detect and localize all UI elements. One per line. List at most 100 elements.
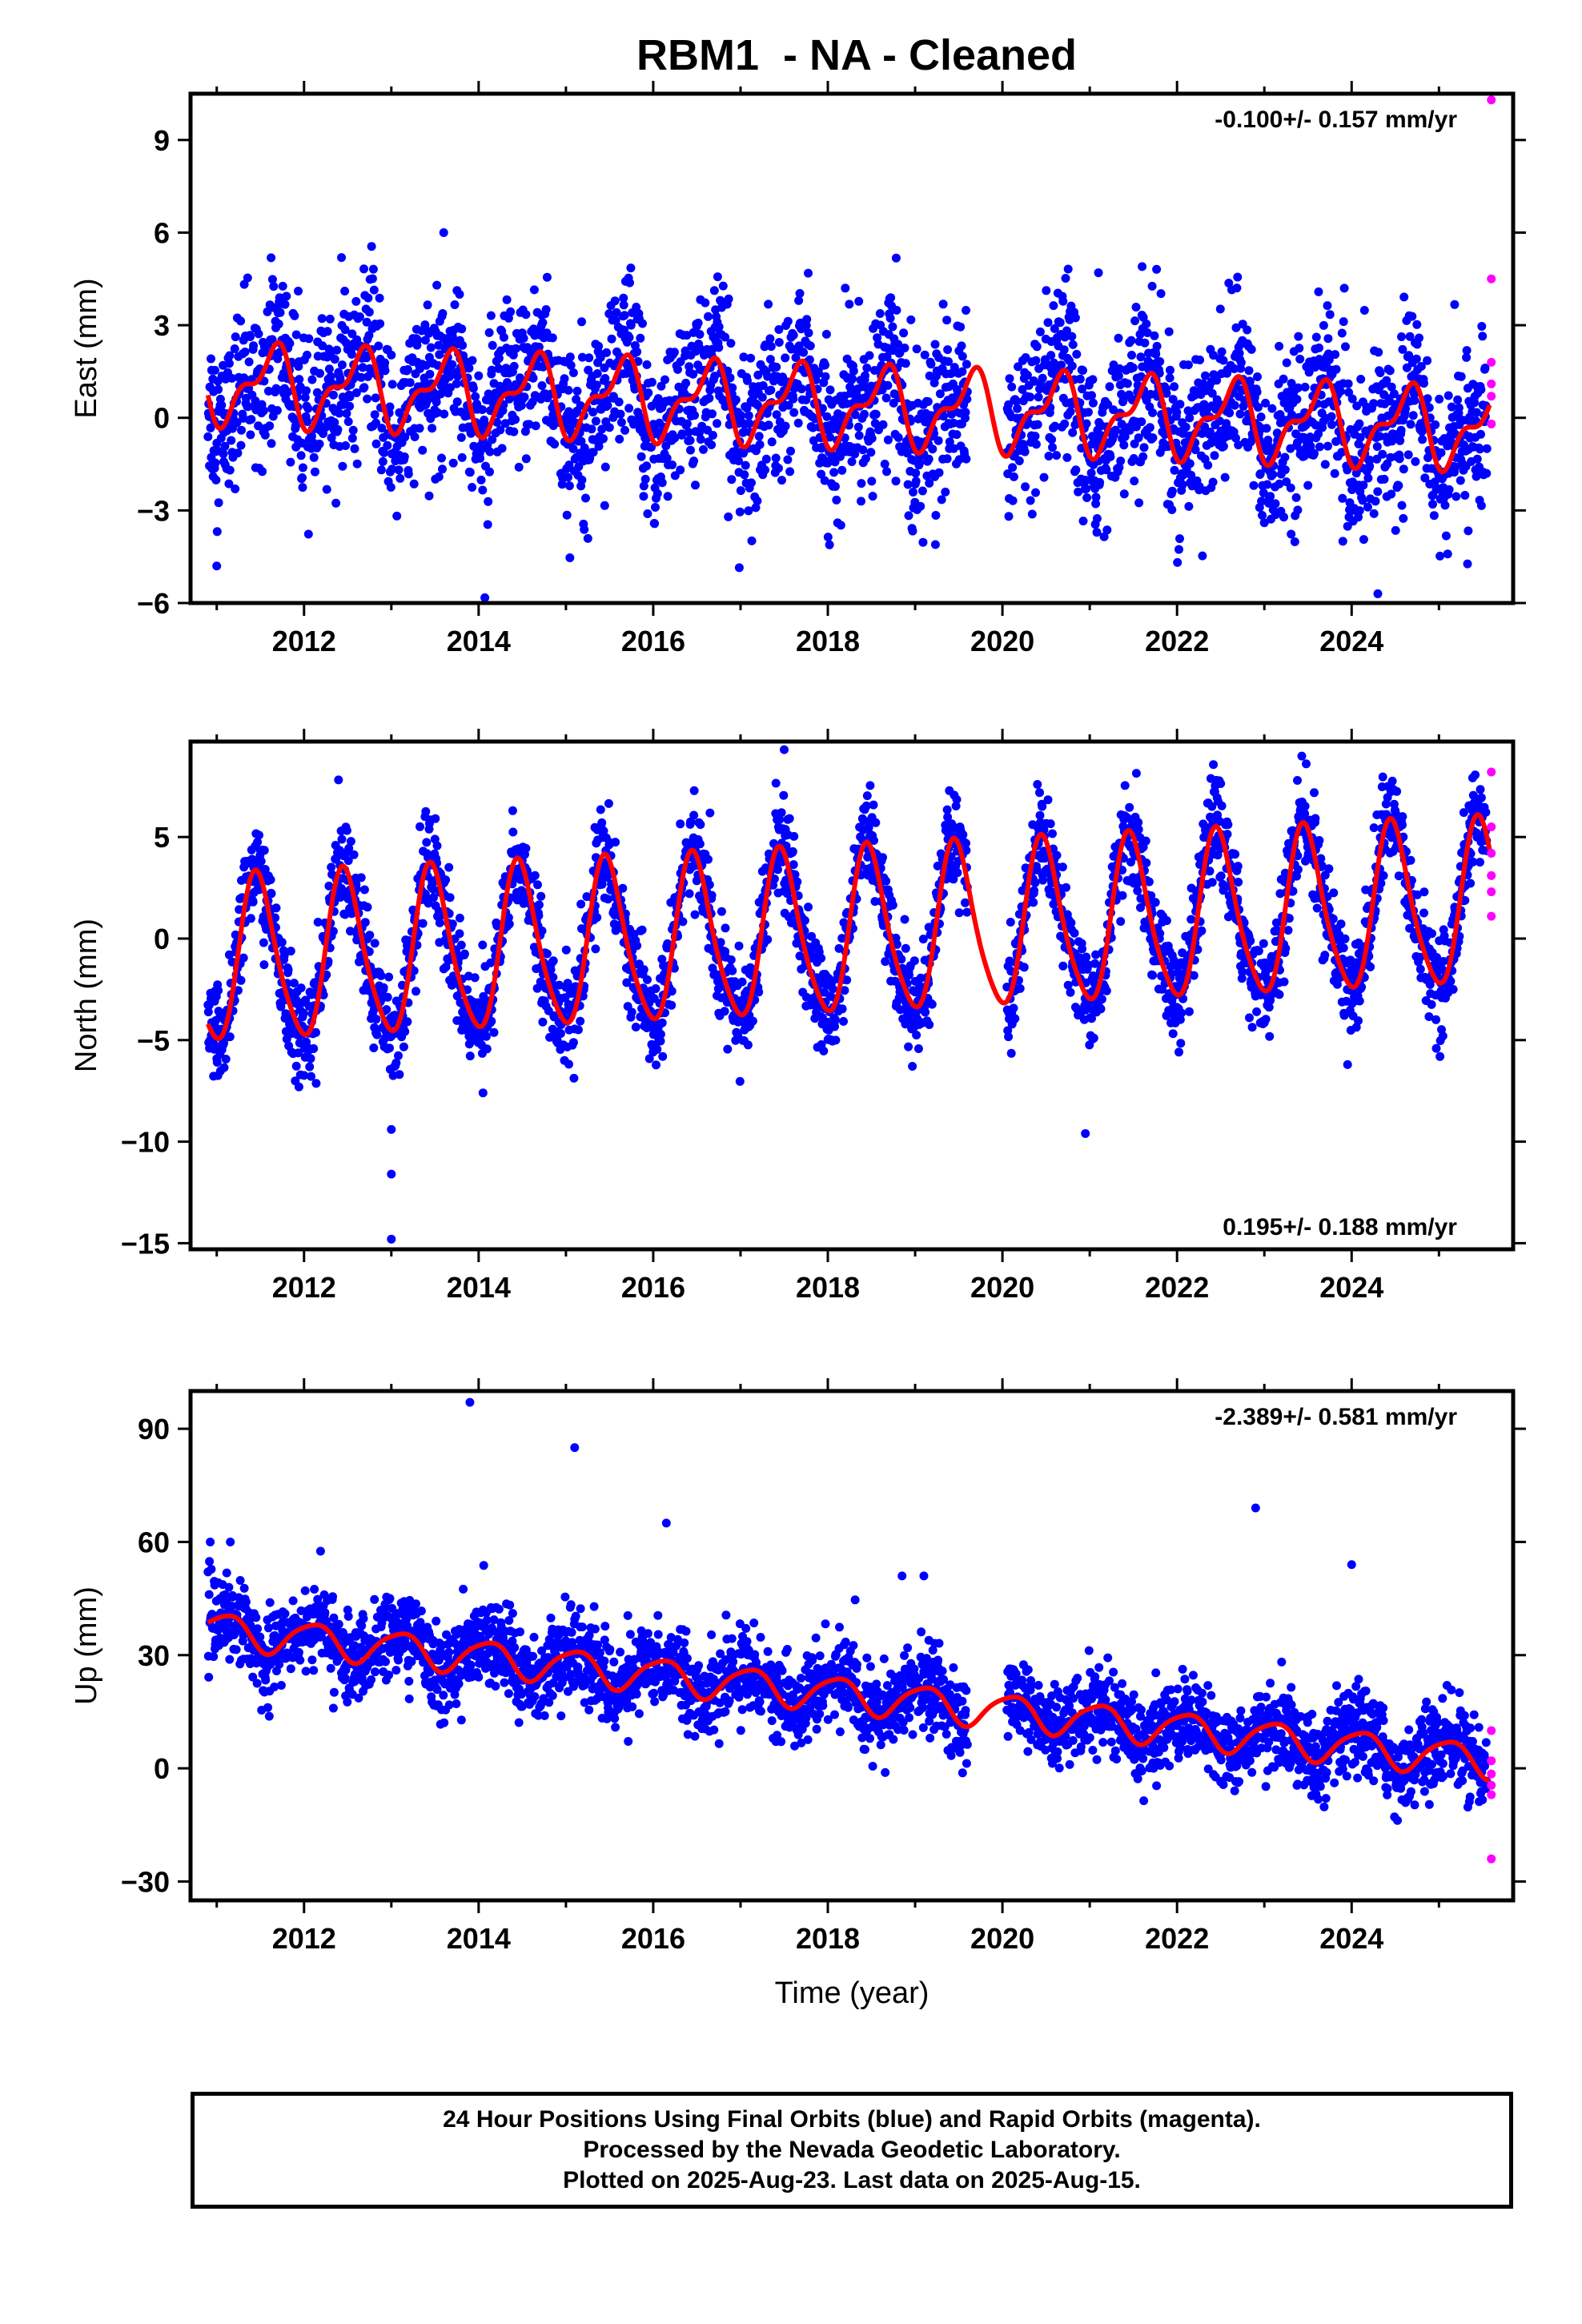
final-orbit-point [230,344,239,353]
final-orbit-point [1014,362,1022,372]
final-orbit-point [587,424,596,434]
final-orbit-point [618,883,628,893]
final-orbit-point [404,469,413,479]
final-orbit-point [332,345,342,355]
final-orbit-point [845,300,854,309]
final-orbit-point [1215,304,1225,314]
final-orbit-point [294,1048,303,1058]
final-orbit-point [330,355,339,364]
final-orbit-point [386,483,396,492]
final-orbit-point [701,298,710,308]
final-orbit-point [1294,332,1303,341]
final-orbit-point [267,253,276,263]
final-orbit-point [267,439,276,448]
final-orbit-point [1230,364,1239,373]
final-orbit-point [1114,333,1123,343]
final-orbit-point [745,419,754,428]
final-orbit-point [650,519,660,529]
final-orbit-point [743,376,752,385]
final-orbit-point [1060,419,1070,428]
final-orbit-point [330,418,339,427]
final-orbit-point [385,402,395,412]
final-orbit-point [1021,353,1030,362]
final-orbit-point [935,389,945,399]
final-orbit-point [862,364,872,372]
final-orbit-point [1166,365,1174,375]
final-orbit-point [820,476,829,485]
final-orbit-point [1047,435,1057,444]
final-orbit-point [334,775,343,785]
final-orbit-point [764,420,773,430]
final-orbit-point [1450,300,1460,309]
final-orbit-point [289,979,299,988]
final-orbit-point [620,425,629,435]
final-orbit-point [1004,1032,1014,1042]
final-orbit-point [1026,496,1035,505]
final-orbit-point [244,357,254,367]
final-orbit-point [232,418,242,428]
final-orbit-point [724,294,733,304]
final-orbit-point [1088,375,1098,384]
final-orbit-point [1167,505,1177,514]
final-orbit-point [1397,332,1406,341]
final-orbit-point [720,1007,729,1016]
final-orbit-point [945,437,954,447]
final-orbit-point [1252,388,1262,396]
final-orbit-point [804,268,813,278]
final-orbit-point [662,453,672,463]
final-orbit-point [326,372,335,381]
final-orbit-point [580,525,589,534]
final-orbit-point [556,1029,565,1038]
final-orbit-point [728,383,737,392]
final-orbit-point [850,410,860,420]
outlier-point [212,561,222,571]
final-orbit-point [588,408,598,417]
final-orbit-point [931,511,941,520]
final-orbit-point [1197,428,1207,438]
final-orbit-point [536,891,546,901]
final-orbit-point [1441,531,1451,541]
final-orbit-point [953,868,962,878]
final-orbit-point [1418,435,1427,444]
final-orbit-point [912,344,921,354]
final-orbit-point [862,791,872,801]
final-orbit-point [355,312,364,321]
final-orbit-point [612,308,621,317]
final-orbit-point [1408,411,1418,420]
y-tick-label: 3 [154,309,170,342]
final-orbit-point [1320,460,1330,469]
final-orbit-point [763,935,773,944]
final-orbit-point [1200,422,1210,432]
final-orbit-point [482,1044,492,1054]
final-orbit-point [899,328,909,338]
final-orbit-point [1114,371,1123,380]
final-orbit-point [576,899,586,909]
final-orbit-point [1219,356,1228,365]
final-orbit-point [734,941,744,951]
final-orbit-point [1138,312,1148,322]
final-orbit-point [254,329,263,339]
final-orbit-point [562,510,572,520]
final-orbit-point [263,386,273,396]
final-orbit-point [656,381,666,391]
final-orbit-point [561,945,571,955]
final-orbit-point [494,353,504,363]
final-orbit-point [444,862,454,872]
final-orbit-point [686,445,695,455]
final-orbit-point [485,467,494,476]
final-orbit-point [610,296,620,306]
final-orbit-point [1151,349,1161,359]
final-orbit-point [1395,436,1405,445]
final-orbit-point [624,404,634,413]
final-orbit-point [615,434,624,444]
final-orbit-point [636,452,646,461]
final-orbit-point [365,931,375,940]
final-orbit-point [340,287,350,296]
final-orbit-point [783,316,793,326]
final-orbit-point [1262,424,1271,433]
final-orbit-point [1341,342,1350,352]
final-orbit-point [1102,465,1111,475]
final-orbit-point [327,862,336,872]
final-orbit-point [1397,501,1407,510]
final-orbit-point [1075,374,1085,384]
